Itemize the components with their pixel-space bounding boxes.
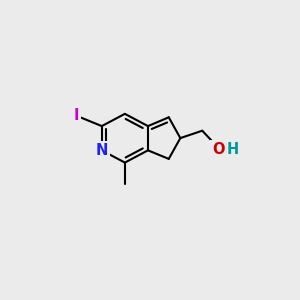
Text: O: O: [212, 142, 225, 157]
Text: N: N: [96, 143, 108, 158]
Text: H: H: [227, 142, 239, 157]
Text: I: I: [74, 108, 79, 123]
